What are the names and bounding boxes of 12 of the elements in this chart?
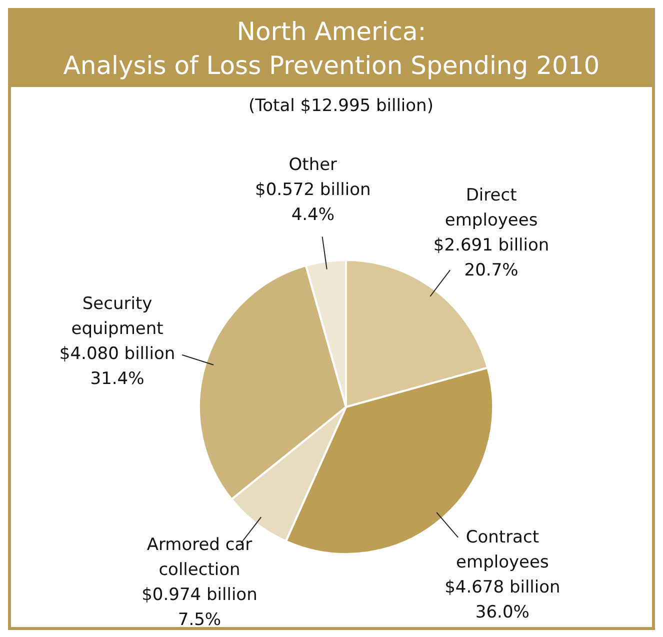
- slice-label: Security equipment: [71, 294, 164, 339]
- slice-label: Armored car collection: [146, 534, 252, 580]
- chart-title: North America: Analysis of Loss Prevention Spending 2010: [62, 16, 601, 82]
- slice-label: Direct employees: [444, 185, 538, 230]
- data-label: $0.572 billion 4.4%: [255, 180, 371, 226]
- slice-label: Other: [288, 155, 338, 176]
- data-label: $4.678 billion 36.0%: [444, 577, 560, 622]
- data-label: $4.080 billion 31.4%: [59, 344, 176, 389]
- data-label: $0.974 billion 7.5%: [142, 584, 258, 630]
- slice-label: Contract employees: [456, 527, 549, 572]
- data-label: $2.691 billion 20.7%: [433, 235, 550, 280]
- chart-subtitle: (Total $12.995 billion): [248, 96, 434, 116]
